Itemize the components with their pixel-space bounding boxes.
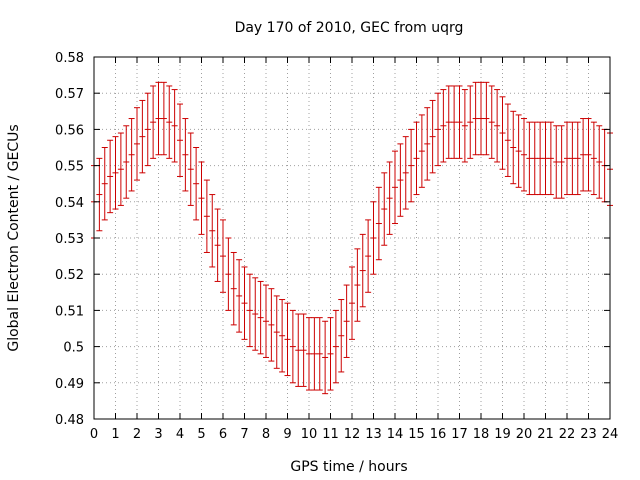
x-tick-label: 15	[408, 427, 425, 442]
x-tick-labels: 0 1 2 3 4 5 6 7 8 9 10 11 12 13 14 15 16 17 18 19 20 21 22 23 24	[90, 427, 618, 442]
y-tick-label: 0.56	[55, 123, 84, 138]
x-tick-label: 22	[559, 427, 576, 442]
y-tick-label: 0.52	[55, 268, 84, 283]
y-axis-title: Global Electron Content / GECUs	[6, 124, 22, 351]
y-tick-label: 0.55	[55, 160, 84, 175]
y-tick-label: 0.48	[55, 413, 84, 428]
x-tick-label: 16	[430, 427, 447, 442]
x-tick-label: 24	[602, 427, 619, 442]
x-tick-label: 11	[322, 427, 339, 442]
y-tick-label: 0.53	[55, 232, 84, 247]
y-tick-label: 0.57	[55, 87, 84, 102]
x-tick-label: 21	[537, 427, 554, 442]
x-tick-label: 0	[90, 427, 98, 442]
x-tick-label: 20	[516, 427, 533, 442]
y-tick-label: 0.58	[55, 51, 84, 66]
x-tick-label: 13	[365, 427, 382, 442]
x-tick-label: 6	[219, 427, 227, 442]
y-tick-label: 0.54	[55, 196, 84, 211]
axis-ticks	[93, 56, 611, 420]
y-tick-labels: 0.48 0.49 0.5 0.51 0.52 0.53 0.54 0.55 0.56 0.57 0…	[55, 51, 84, 428]
x-tick-label: 18	[473, 427, 490, 442]
x-tick-label: 14	[387, 427, 404, 442]
grid	[94, 57, 610, 419]
x-tick-label: 9	[283, 427, 291, 442]
x-tick-label: 19	[494, 427, 511, 442]
x-tick-label: 5	[197, 427, 205, 442]
x-tick-label: 17	[451, 427, 468, 442]
y-tick-label: 0.51	[55, 304, 84, 319]
x-tick-label: 3	[154, 427, 162, 442]
x-tick-label: 7	[240, 427, 248, 442]
x-tick-label: 12	[344, 427, 361, 442]
x-tick-label: 2	[133, 427, 141, 442]
x-tick-label: 23	[580, 427, 597, 442]
y-tick-label: 0.5	[63, 341, 84, 356]
x-tick-label: 8	[262, 427, 270, 442]
x-tick-label: 10	[301, 427, 318, 442]
x-axis-title: GPS time / hours	[290, 459, 407, 475]
y-tick-label: 0.49	[55, 377, 84, 392]
x-tick-label: 1	[111, 427, 119, 442]
x-tick-label: 4	[176, 427, 184, 442]
mean-markers	[91, 118, 613, 358]
chart-title: Day 170 of 2010, GEC from uqrg	[235, 20, 464, 36]
